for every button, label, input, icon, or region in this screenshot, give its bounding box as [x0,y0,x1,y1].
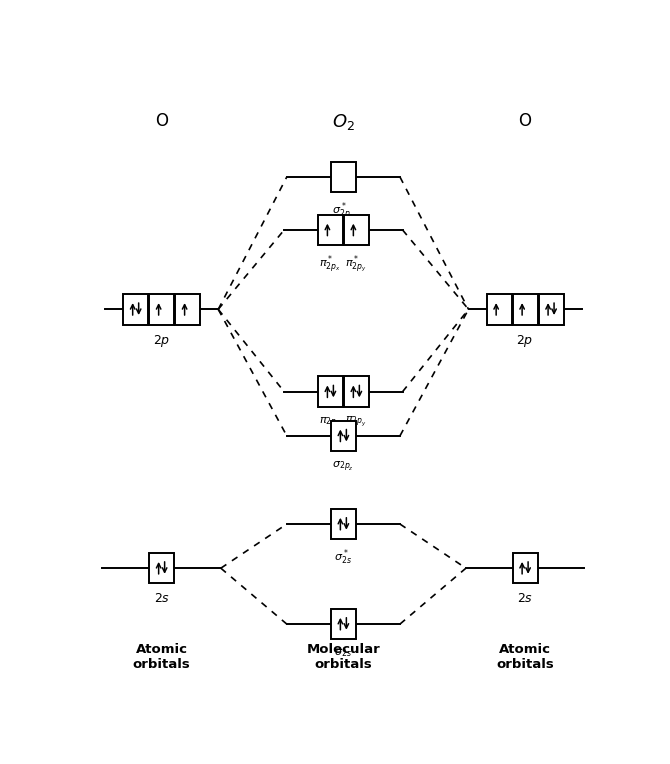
Bar [486,294,512,325]
Text: $2s$: $2s$ [517,591,533,605]
Text: $2s$: $2s$ [153,591,170,605]
Text: $\pi_{2p_y}$: $\pi_{2p_y}$ [346,416,367,429]
Text: $\sigma^*_{2s}$: $\sigma^*_{2s}$ [334,548,352,567]
Bar [344,377,368,407]
Text: $\pi_{2p_x}$: $\pi_{2p_x}$ [320,416,341,429]
Text: $2p$: $2p$ [517,333,534,349]
Bar [331,609,356,639]
Text: O: O [155,112,168,131]
Text: $\sigma_{2p_z}$: $\sigma_{2p_z}$ [332,459,354,474]
Bar [331,509,356,539]
Bar [149,294,174,325]
Bar [331,162,356,193]
Text: $\pi^*_{2p_x}$: $\pi^*_{2p_x}$ [320,254,341,276]
Bar [331,420,356,451]
Bar [149,553,174,584]
Bar [513,553,537,584]
Bar [123,294,148,325]
Text: $2p$: $2p$ [153,333,170,349]
Text: $\pi^*_{2p_y}$: $\pi^*_{2p_y}$ [346,254,367,275]
Bar [318,215,343,245]
Text: Atomic
orbitals: Atomic orbitals [133,643,190,671]
Bar [318,377,343,407]
Text: Molecular
orbitals: Molecular orbitals [306,643,381,671]
Text: $\sigma^*_{2p_z}$: $\sigma^*_{2p_z}$ [332,200,354,223]
Bar [175,294,200,325]
Bar [344,215,368,245]
Bar [513,294,537,325]
Text: $\sigma_{2s}$: $\sigma_{2s}$ [334,648,352,659]
Text: $O_2$: $O_2$ [332,112,355,132]
Text: O: O [519,112,531,131]
Text: Atomic
orbitals: Atomic orbitals [496,643,554,671]
Bar [539,294,563,325]
